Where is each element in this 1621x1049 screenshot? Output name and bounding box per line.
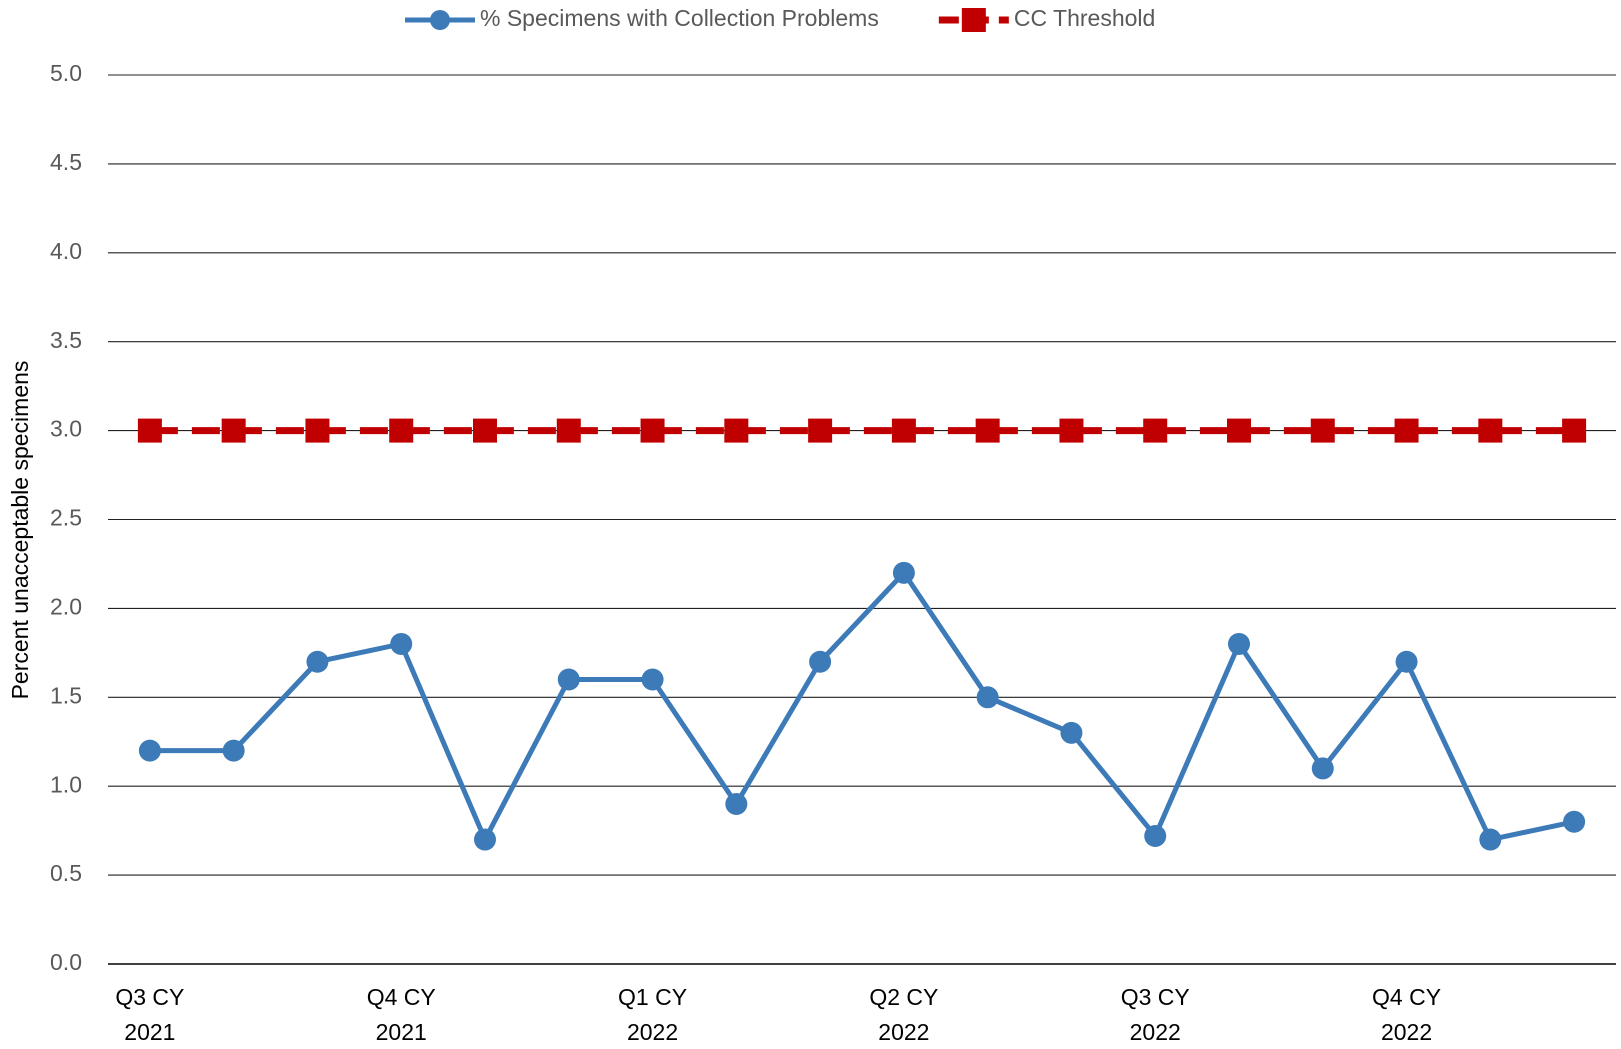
data-point	[305, 418, 330, 443]
data-point	[641, 668, 664, 691]
series-line	[149, 570, 1575, 843]
data-point	[808, 418, 833, 443]
data-point	[1478, 418, 1503, 443]
data-point	[1394, 418, 1419, 443]
data-point	[1395, 650, 1418, 673]
x-tick-label: Q1 CY 2022	[618, 984, 688, 1045]
data-point	[975, 418, 1000, 443]
data-point	[809, 650, 832, 673]
data-point	[138, 739, 161, 762]
data-point	[1311, 757, 1334, 780]
data-point	[1144, 824, 1167, 847]
legend-label: % Specimens with Collection Problems	[480, 5, 879, 31]
y-tick-label: 4.0	[50, 238, 82, 264]
data-point	[976, 686, 999, 709]
x-tick-label: Q3 CY 2021	[115, 984, 185, 1045]
data-point	[557, 668, 580, 691]
data-point	[1059, 418, 1084, 443]
y-axis-label: Percent unacceptable specimens	[7, 361, 33, 700]
data-point	[1563, 810, 1586, 833]
data-point	[306, 650, 329, 673]
data-point	[640, 418, 665, 443]
data-point	[1228, 632, 1250, 655]
y-tick-label: 2.0	[50, 593, 82, 619]
y-tick-label: 3.0	[50, 416, 82, 442]
x-tick-label: Q2 CY 2022	[869, 984, 939, 1045]
data-point	[222, 739, 245, 762]
y-tick-label: 2.5	[50, 505, 82, 531]
y-tick-label: 4.5	[50, 149, 82, 175]
y-tick-label: 5.0	[50, 60, 82, 86]
data-point	[724, 418, 749, 443]
data-point	[390, 632, 413, 655]
data-point	[1479, 828, 1502, 851]
y-tick-label: 3.5	[50, 327, 82, 353]
data-point	[725, 792, 748, 815]
data-point	[389, 418, 414, 443]
data-point	[892, 561, 915, 584]
legend-label: CC Threshold	[1014, 5, 1155, 31]
x-tick-label: Q4 CY 2022	[1372, 984, 1442, 1045]
x-tick-label: Q3 CY 2022	[1120, 984, 1190, 1045]
y-tick-label: 0.5	[50, 860, 82, 886]
data-point	[1562, 418, 1587, 443]
data-point	[473, 418, 497, 443]
data-point	[1143, 418, 1168, 443]
legend-marker	[961, 8, 986, 32]
y-tick-label: 0.0	[50, 949, 82, 975]
data-point	[474, 828, 496, 851]
x-tick-label: Q4 CY 2021	[366, 984, 436, 1045]
data-point	[1310, 418, 1335, 443]
y-tick-label: 1.0	[50, 771, 82, 797]
legend-marker	[430, 10, 450, 30]
data-point	[556, 418, 581, 443]
data-point	[137, 418, 162, 443]
data-point	[1060, 721, 1083, 744]
data-point	[221, 418, 246, 443]
data-point	[891, 418, 916, 443]
y-tick-label: 1.5	[50, 682, 82, 708]
data-point	[1227, 418, 1251, 443]
